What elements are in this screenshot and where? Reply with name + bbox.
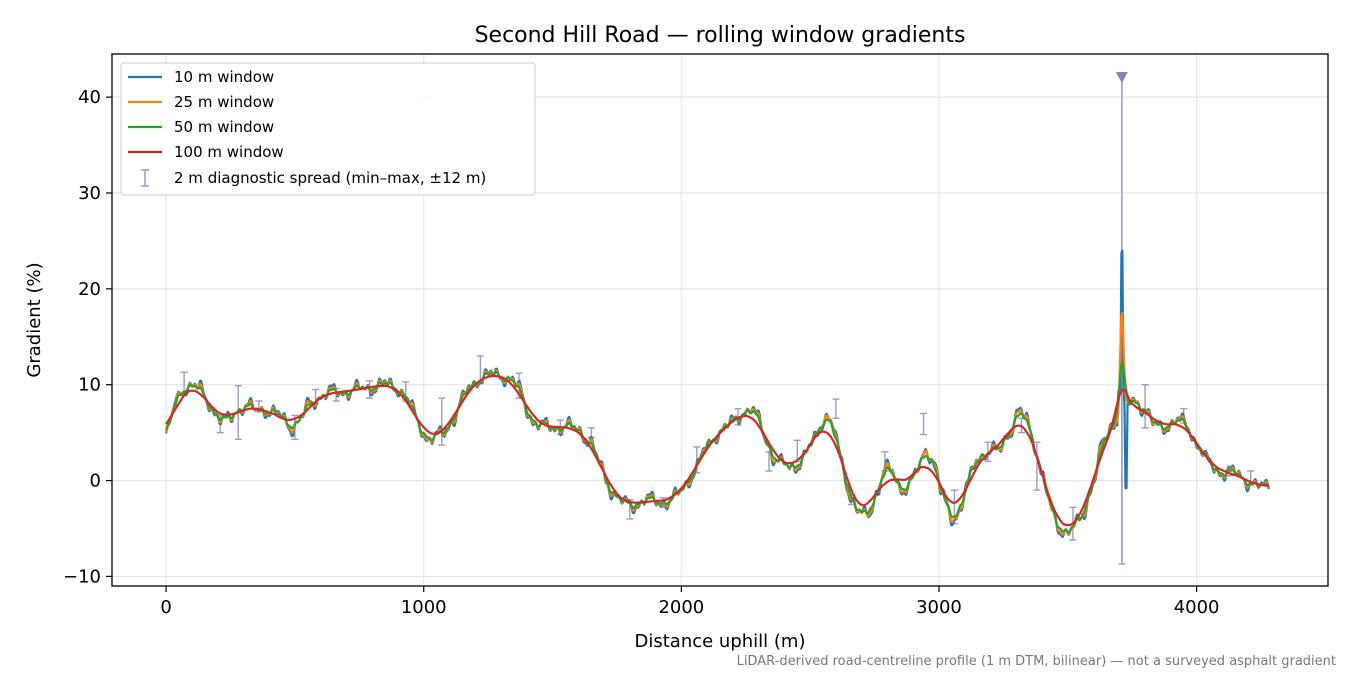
x-axis-label: Distance uphill (m) [635,631,806,652]
y-tick-label: −10 [63,566,101,587]
x-tick-label: 2000 [658,597,704,618]
x-tick-label: 1000 [401,597,447,618]
legend-label: 50 m window [174,118,274,136]
legend-label-spread: 2 m diagnostic spread (min–max, ±12 m) [174,169,486,187]
chart-title: Second Hill Road — rolling window gradie… [475,23,966,48]
legend-label: 100 m window [174,143,284,161]
y-tick-label: 30 [78,183,101,204]
x-tick-label: 3000 [916,597,962,618]
plot-frame [111,53,1329,587]
y-tick-label: 0 [90,471,101,492]
legend-box [120,62,536,196]
x-tick-label: 0 [160,597,171,618]
y-tick-label: 10 [78,375,101,396]
footnote: LiDAR-derived road-centreline profile (1… [737,654,1336,669]
series-line-w50 [165,361,1270,534]
legend-label: 25 m window [174,93,274,111]
axis-ticks: 0 1000 2000 3000 4000 −10 0 10 20 30 40 [63,87,1220,618]
y-axis-label: Gradient (%) [24,262,45,377]
y-tick-label: 40 [78,87,101,108]
legend: 10 m window 25 m window 50 m window 100 m w… [120,62,536,196]
legend-label: 10 m window [174,68,274,86]
peak-marker [1115,71,1128,83]
x-tick-label: 4000 [1174,597,1220,618]
series-line-w100 [165,374,1269,527]
plot-area [165,71,1270,565]
y-tick-label: 20 [78,279,101,300]
